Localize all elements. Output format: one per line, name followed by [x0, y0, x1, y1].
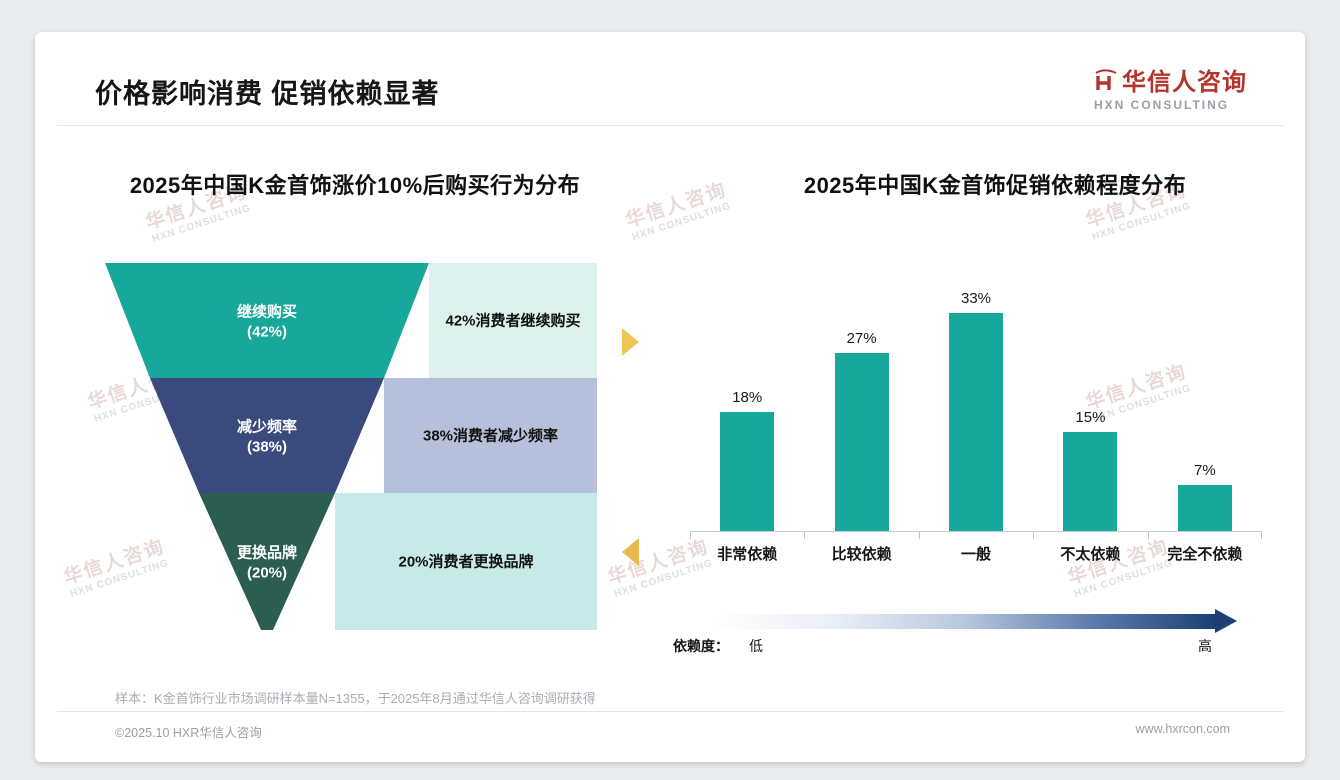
funnel-segment: [150, 378, 384, 493]
funnel-desc-label: 20%消费者更换品牌: [398, 553, 533, 571]
gradient-arrowhead-icon: [1215, 609, 1237, 633]
bar: [1063, 432, 1118, 531]
content-layer: 价格影响消费 促销依赖显著 华信人咨询 HXN CONSULTING 2025年…: [35, 32, 1305, 762]
funnel-desc-bg: [335, 493, 597, 630]
axis-tick: [918, 532, 920, 539]
bar-column: 7%: [1148, 269, 1262, 531]
sample-note: 样本：K金首饰行业市场调研样本量N=1355，于2025年8月通过华信人咨询调研…: [115, 691, 596, 706]
funnel-desc-bg: [429, 263, 597, 378]
bar-category-label: 完全不依赖: [1167, 546, 1243, 563]
footer-divider: [57, 711, 1283, 712]
left-arrow-icon: [622, 538, 639, 566]
dependence-gradient-arrow: [710, 609, 1237, 633]
bar: [720, 412, 775, 531]
header-divider: [57, 125, 1283, 126]
axis-tick: [1261, 532, 1262, 539]
dependence-low-label: 低: [749, 638, 763, 654]
brand-logo-top: 华信人咨询: [1094, 62, 1247, 97]
bar-category-label: 一般: [961, 546, 992, 563]
bar-plot-area: 18% 27% 33% 15% 7%: [690, 269, 1262, 539]
axis-tick: [1033, 532, 1035, 539]
logo-tagline: HXN CONSULTING: [1094, 98, 1230, 112]
axis-tick: [804, 532, 806, 539]
gradient-bar: [710, 613, 1215, 629]
funnel-segment: [105, 263, 429, 378]
funnel-segment-label: 更换品牌(20%): [237, 544, 297, 582]
website-text: www.hxrcon.com: [1135, 722, 1230, 736]
funnel-segment-label: 继续购买(42%): [237, 303, 297, 341]
bar-column: 27%: [804, 269, 918, 531]
logo-name: 华信人咨询: [1122, 69, 1247, 96]
bar-category-label: 比较依赖: [831, 546, 892, 563]
bar-value-label: 33%: [961, 290, 992, 307]
bar-category-labels: 非常依赖 比较依赖 一般 不太依赖 完全不依赖: [690, 543, 1262, 564]
copyright-text: ©2025.10 HXR华信人咨询: [115, 726, 262, 740]
funnel-segment-label: 减少频率(38%): [237, 418, 297, 456]
funnel-desc-bg: [384, 378, 597, 493]
bar-column: 15%: [1033, 269, 1147, 531]
bar-category-label: 不太依赖: [1060, 546, 1121, 563]
bar-value-label: 18%: [732, 389, 763, 406]
right-arrow-icon: [622, 328, 639, 356]
funnel-desc-label: 38%消费者减少频率: [423, 427, 558, 445]
brand-logo: 华信人咨询 HXN CONSULTING: [1094, 62, 1247, 112]
page-title: 价格影响消费 促销依赖显著: [95, 79, 440, 109]
dependence-high-label: 高: [1198, 638, 1212, 654]
funnel-chart-title: 2025年中国K金首饰涨价10%后购买行为分布: [129, 173, 581, 198]
bar-value-label: 7%: [1193, 462, 1216, 479]
bar-chart-title: 2025年中国K金首饰促销依赖程度分布: [803, 173, 1187, 198]
bar: [1177, 485, 1232, 531]
bar: [949, 313, 1004, 531]
dependence-axis-label: 依赖度：: [673, 638, 729, 654]
slide-card: 华信人咨询 HXN CONSULTING 华信人咨询 HXN CONSULTING 华信…: [35, 32, 1305, 762]
bar-column: 33%: [919, 269, 1033, 531]
funnel-segment: [199, 493, 335, 630]
funnel-desc-label: 42%消费者继续购买: [445, 312, 580, 330]
bar: [834, 353, 889, 531]
bar-column: 18%: [690, 269, 804, 531]
bar-value-label: 15%: [1075, 409, 1106, 426]
bar-category-label: 非常依赖: [717, 546, 778, 563]
axis-tick: [1147, 532, 1149, 539]
hxn-logo-icon: [1095, 68, 1117, 90]
bar-value-label: 27%: [846, 330, 877, 347]
axis-tick: [690, 532, 691, 539]
